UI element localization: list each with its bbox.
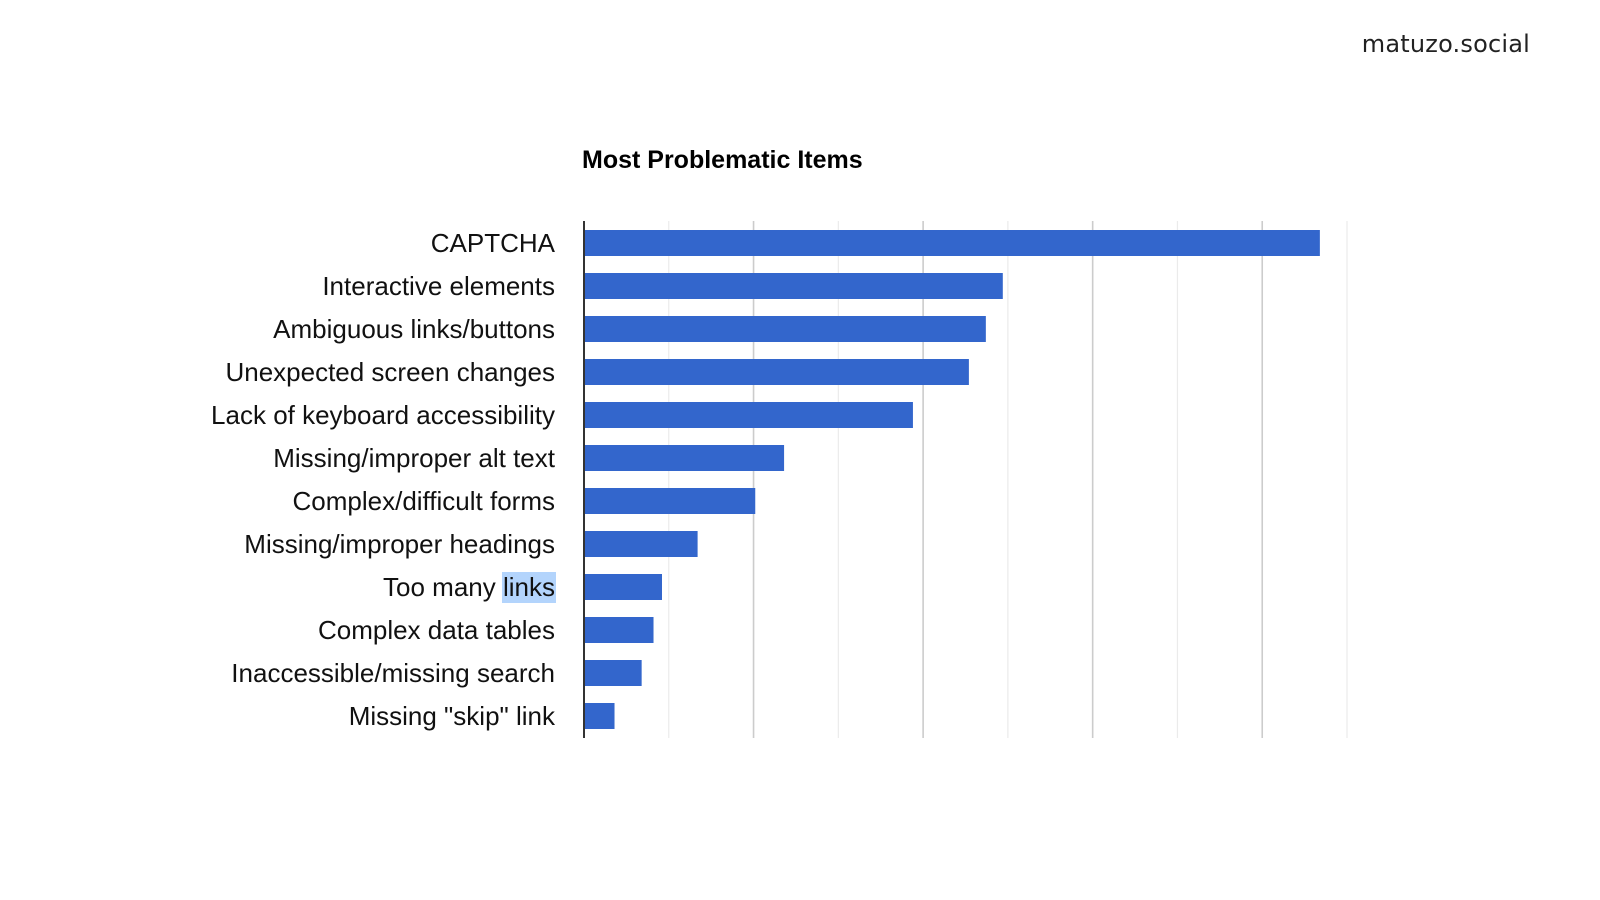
- bar-ambiguous-links-buttons: [584, 316, 986, 342]
- category-label: Missing/improper headings: [244, 529, 555, 559]
- category-label: Unexpected screen changes: [225, 357, 555, 387]
- bar-too-many-links: [584, 574, 662, 600]
- gridlines: [668, 221, 1348, 738]
- category-label: Ambiguous links/buttons: [273, 314, 555, 344]
- category-label: Complex data tables: [318, 615, 555, 645]
- category-labels: CAPTCHA Interactive elements Ambiguous lin…: [211, 228, 556, 731]
- bar-missing-improper-headings: [584, 531, 698, 557]
- bar-missing-improper-alt-text: [584, 445, 785, 471]
- bars: [584, 230, 1320, 729]
- bar-inaccessible-missing-search: [584, 660, 642, 686]
- bar-captcha: [584, 230, 1320, 256]
- bar-complex-data-tables: [584, 617, 654, 643]
- text-selection-highlight: [501, 572, 556, 603]
- category-label: Complex/difficult forms: [293, 486, 556, 516]
- chart-title: Most Problematic Items: [582, 146, 863, 174]
- category-label: Lack of keyboard accessibility: [211, 400, 555, 430]
- category-label: CAPTCHA: [431, 228, 556, 258]
- bar-complex-difficult-forms: [584, 488, 756, 514]
- bar-interactive-elements: [584, 273, 1003, 299]
- category-label: Too many links: [383, 572, 555, 602]
- bar-unexpected-screen-changes: [584, 359, 969, 385]
- category-label: Inaccessible/missing search: [231, 658, 555, 688]
- bar-missing-skip-link: [584, 703, 615, 729]
- watermark-text: matuzo.social: [1361, 30, 1530, 58]
- bar-lack-of-keyboard-accessibility: [584, 402, 913, 428]
- category-label: Missing/improper alt text: [273, 443, 556, 473]
- category-label: Interactive elements: [322, 271, 555, 301]
- category-label: Missing "skip" link: [349, 701, 556, 731]
